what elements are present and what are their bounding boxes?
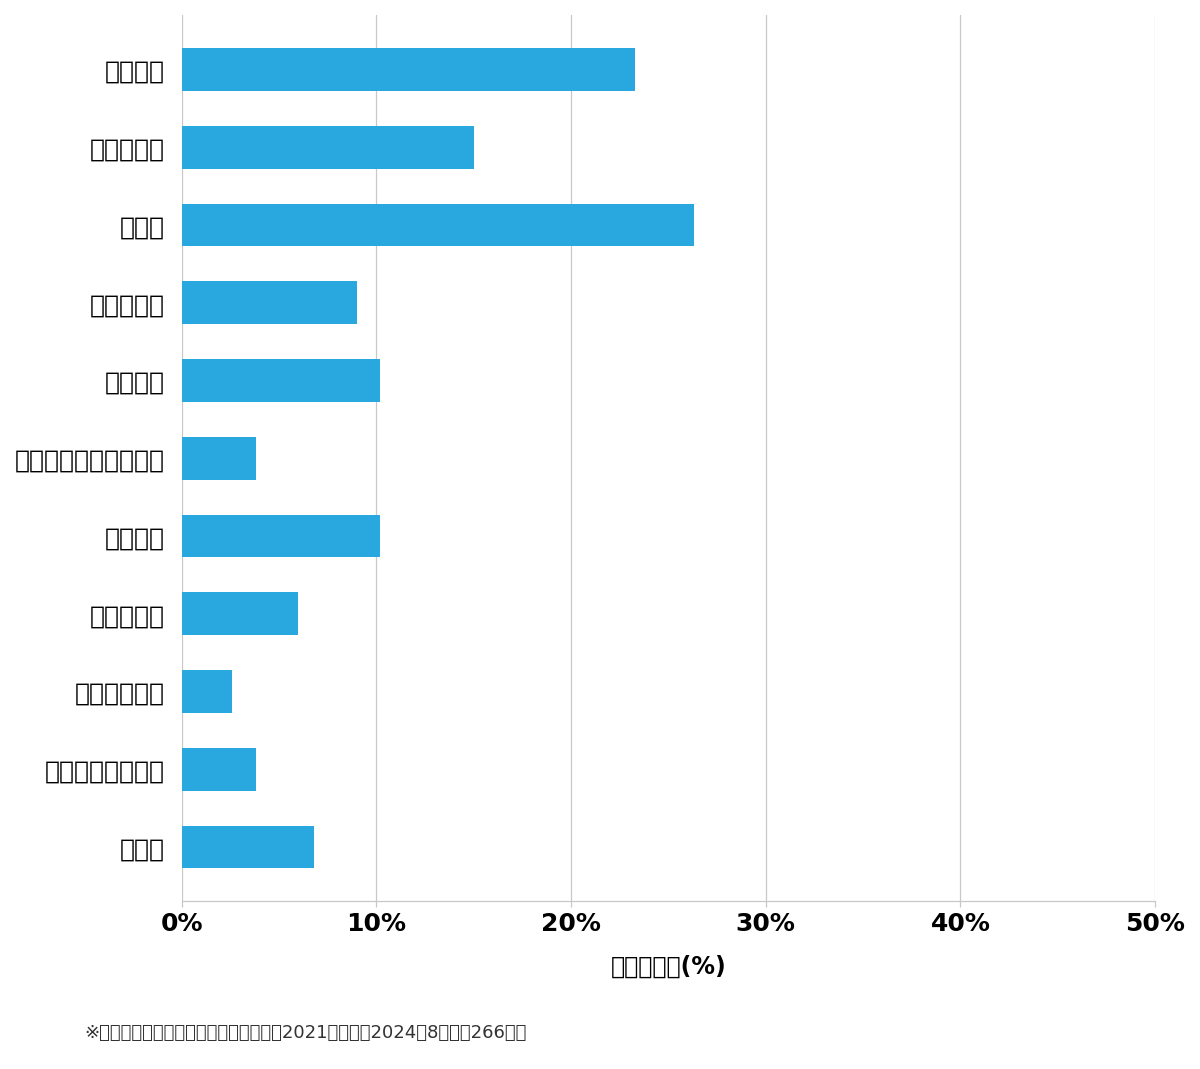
Bar xyxy=(181,592,299,635)
Bar xyxy=(181,359,380,402)
Bar xyxy=(181,514,380,557)
Bar xyxy=(181,281,356,324)
Bar xyxy=(181,126,474,169)
Bar xyxy=(181,825,314,868)
Bar xyxy=(181,670,233,713)
X-axis label: 件数の割合(%): 件数の割合(%) xyxy=(611,956,726,979)
Bar xyxy=(181,48,635,91)
Bar xyxy=(181,203,694,246)
Text: ※弊社受付の案件を対象に集計（期間：2021年１月～2024年8月、計266件）: ※弊社受付の案件を対象に集計（期間：2021年１月～2024年8月、計266件） xyxy=(84,1024,527,1042)
Bar xyxy=(181,437,256,480)
Bar xyxy=(181,747,256,790)
